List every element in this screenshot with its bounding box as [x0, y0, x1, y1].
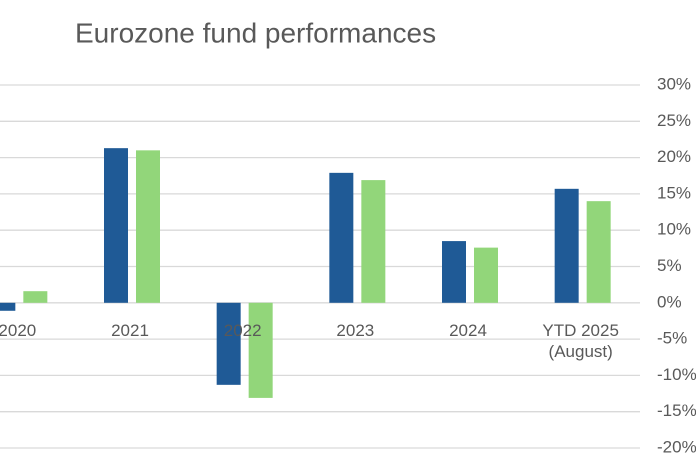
bar [329, 172, 354, 303]
bar [474, 247, 498, 303]
bar [136, 150, 160, 303]
bar [23, 291, 48, 303]
x-tick-label: 2022 [223, 320, 262, 340]
y-tick-label: 10% [657, 220, 691, 239]
bar [442, 241, 466, 303]
bar [216, 302, 241, 385]
x-tick-label: YTD 2025 (August) [542, 320, 619, 361]
bar [586, 201, 611, 303]
x-tick-label: 2024 [449, 320, 487, 340]
y-tick-label: -15% [657, 401, 696, 420]
x-tick-label: 2023 [336, 320, 375, 340]
y-tick-label: 5% [657, 256, 682, 275]
x-tick-label: 2021 [111, 320, 149, 340]
x-tick-label: 2020 [0, 320, 37, 340]
y-tick-label: 20% [657, 147, 691, 166]
y-tick-label: 0% [657, 292, 682, 311]
bar [361, 180, 386, 303]
y-tick-label: -10% [657, 365, 696, 384]
bar [554, 188, 579, 303]
y-tick-label: -5% [657, 329, 687, 348]
bar [104, 148, 128, 303]
y-tick-label: 25% [657, 111, 691, 130]
bar [0, 302, 16, 311]
bar [248, 302, 273, 398]
y-tick-label: 15% [657, 183, 691, 202]
y-tick-label: -20% [657, 437, 696, 456]
y-tick-label: 30% [657, 74, 691, 93]
chart-title: Eurozone fund performances [75, 17, 436, 48]
